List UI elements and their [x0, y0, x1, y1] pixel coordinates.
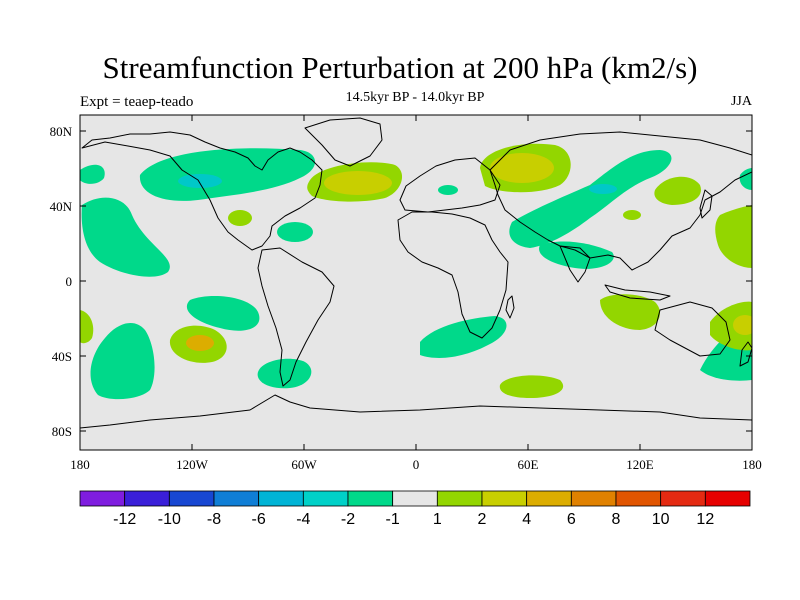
lat-label-40n: 40N — [50, 199, 73, 214]
colorbar-swatch — [481, 490, 528, 507]
colorbar-swatch — [704, 490, 751, 507]
colorbar-swatch — [302, 490, 349, 507]
colorbar-label: -1 — [386, 511, 400, 528]
colorbar-swatch — [436, 490, 483, 507]
colorbar-label: -10 — [158, 511, 181, 528]
lat-label-80s: 80S — [52, 424, 72, 439]
colorbar-swatch — [570, 490, 617, 507]
coastlines — [80, 117, 752, 429]
colorbar-label: -12 — [113, 511, 136, 528]
chart-title: Streamfunction Perturbation at 200 hPa (… — [102, 50, 698, 85]
colorbar-label: 1 — [433, 511, 442, 528]
season-label: JJA — [730, 94, 752, 109]
colorbar-swatch — [79, 490, 126, 507]
lat-label-80n: 80N — [50, 124, 73, 139]
colorbar-label: -2 — [341, 511, 355, 528]
colorbar-swatch — [258, 490, 304, 507]
lon-label-120e: 120E — [626, 457, 654, 472]
colorbar-label: 10 — [652, 511, 670, 528]
colorbar-label: 8 — [612, 511, 621, 528]
colorbar-swatch — [124, 490, 170, 507]
colorbar-label: -4 — [296, 511, 310, 528]
lon-label-180e: 180 — [742, 457, 762, 472]
colorbar-label: 4 — [522, 511, 531, 528]
colorbar-swatch — [392, 490, 438, 507]
colorbar-labels: -12 -10 -8 -6 -4 -2 -1 1 2 4 6 8 10 12 — [113, 511, 714, 528]
colorbar-label: -6 — [252, 511, 266, 528]
lon-label-60e: 60E — [518, 457, 539, 472]
colorbar-label: 2 — [478, 511, 487, 528]
longitude-ticks — [79, 115, 753, 450]
lat-label-0: 0 — [66, 274, 73, 289]
colorbar-label: -8 — [207, 511, 221, 528]
lon-label-0: 0 — [413, 457, 420, 472]
colorbar-swatch — [526, 490, 572, 507]
colorbar — [79, 490, 751, 507]
colorbar-swatch — [213, 490, 260, 507]
colorbar-swatch — [168, 490, 215, 507]
chart-subtitle: 14.5kyr BP - 14.0kyr BP — [345, 90, 485, 105]
latitude-ticks — [80, 130, 752, 432]
lat-label-40s: 40S — [52, 349, 72, 364]
colorbar-label: 12 — [696, 511, 714, 528]
colorbar-swatch — [660, 490, 706, 507]
colorbar-swatch — [615, 490, 662, 507]
lon-label-60w: 60W — [291, 457, 317, 472]
colorbar-swatch — [347, 490, 394, 507]
contour-fields — [80, 143, 752, 400]
colorbar-label: 6 — [567, 511, 576, 528]
experiment-label: Expt = teaep-teado — [80, 94, 194, 110]
lon-label-120w: 120W — [176, 457, 209, 472]
lon-label-180w: 180 — [70, 457, 90, 472]
